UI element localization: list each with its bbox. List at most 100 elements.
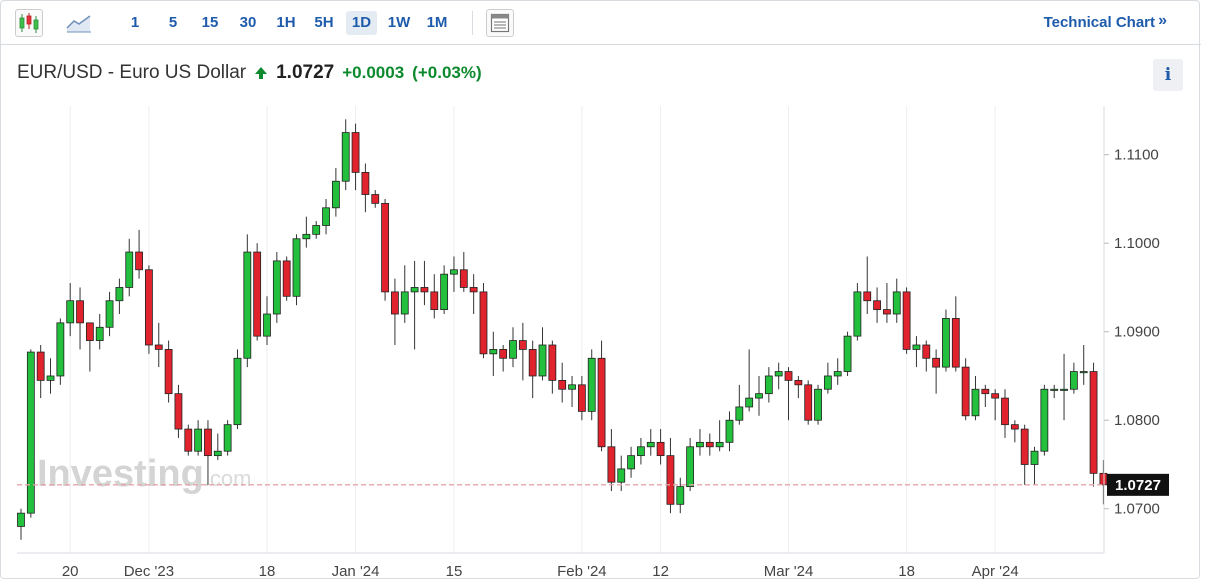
candle xyxy=(243,234,252,368)
candle-body xyxy=(902,291,911,350)
info-icon[interactable]: i xyxy=(1153,59,1183,91)
x-tick-label: 18 xyxy=(898,563,915,579)
candle xyxy=(292,234,301,306)
candle xyxy=(135,229,143,279)
candle xyxy=(371,190,380,208)
candle-body xyxy=(194,428,203,452)
candle xyxy=(351,123,360,191)
candle-body xyxy=(233,357,242,426)
timeframe-1m[interactable]: 1M xyxy=(426,14,448,31)
timeframe-5h[interactable]: 5H xyxy=(314,14,334,31)
instrument-title: EUR/USD - Euro US Dollar xyxy=(17,62,247,83)
candle xyxy=(213,433,222,461)
candle-body xyxy=(36,351,45,381)
candle xyxy=(125,238,134,297)
y-tick-label: 1.0800 xyxy=(1114,412,1160,429)
candle-body xyxy=(17,512,25,527)
candle-body xyxy=(518,340,527,350)
y-tick-label: 1.0900 xyxy=(1114,324,1160,341)
candle-body xyxy=(400,291,409,315)
technical-chart-link[interactable]: Technical Chart xyxy=(1043,14,1155,31)
candle xyxy=(95,314,104,350)
candle-body xyxy=(184,428,193,452)
candle xyxy=(1001,389,1009,438)
timeframe-1w[interactable]: 1W xyxy=(387,14,411,31)
candle xyxy=(705,433,714,456)
candle xyxy=(843,331,852,376)
candle-body xyxy=(204,428,212,457)
candle-body xyxy=(656,441,665,457)
candle-body xyxy=(666,455,675,505)
candle-body xyxy=(56,322,65,377)
candle xyxy=(282,256,291,301)
timeframe-30[interactable]: 30 xyxy=(239,14,257,31)
candle xyxy=(1040,384,1049,456)
timeframe-15[interactable]: 15 xyxy=(201,14,219,31)
candle xyxy=(558,362,567,403)
candle-body xyxy=(568,384,576,390)
candle xyxy=(873,287,881,323)
candle xyxy=(145,265,153,354)
candle xyxy=(735,384,744,425)
candle xyxy=(627,446,635,478)
candle-body xyxy=(331,180,340,209)
candle xyxy=(755,375,763,416)
price-change-percent: (+0.03%) xyxy=(412,63,482,82)
candle xyxy=(617,455,626,492)
candle xyxy=(804,380,813,425)
candle-body xyxy=(420,287,429,293)
candle xyxy=(833,358,842,385)
timeframe-5[interactable]: 5 xyxy=(168,14,178,31)
candle xyxy=(676,477,685,514)
candle-body xyxy=(577,384,586,412)
candle xyxy=(1069,362,1078,394)
candle xyxy=(479,283,488,359)
candle xyxy=(469,274,478,315)
candle-body xyxy=(361,171,370,195)
x-tick-label: 18 xyxy=(259,563,276,579)
candle xyxy=(823,362,832,394)
candle-body xyxy=(676,486,685,505)
candle-body xyxy=(459,269,468,288)
candle-body xyxy=(627,455,635,470)
candle xyxy=(538,327,547,381)
candle xyxy=(883,283,891,323)
candle-body xyxy=(912,344,921,350)
candle xyxy=(1079,344,1088,385)
candle-body xyxy=(1030,450,1039,465)
candle-body xyxy=(646,441,655,448)
candle-body xyxy=(26,351,35,514)
candle-body xyxy=(774,371,783,377)
candle xyxy=(597,340,606,452)
candle xyxy=(263,296,271,345)
area-chart-icon[interactable] xyxy=(65,9,93,37)
candle-body xyxy=(450,269,458,275)
candle-body xyxy=(961,366,970,417)
candle-body xyxy=(174,393,183,430)
candle-body xyxy=(371,194,380,204)
candle-body xyxy=(548,344,557,381)
candle-body xyxy=(951,318,960,368)
layout-icon[interactable] xyxy=(486,9,514,37)
candle-body xyxy=(735,406,744,421)
candle-body xyxy=(1099,472,1108,486)
x-tick-label: 12 xyxy=(652,563,669,579)
candle xyxy=(489,331,498,376)
candlestick-icon[interactable] xyxy=(15,9,43,37)
candle xyxy=(26,349,35,518)
candle-body xyxy=(755,393,763,399)
candle xyxy=(981,384,990,407)
candle xyxy=(577,375,586,421)
candle-body xyxy=(105,300,114,328)
timeframe-1h[interactable]: 1H xyxy=(276,14,296,31)
timeframe-1d[interactable]: 1D xyxy=(346,11,377,35)
candle xyxy=(66,283,75,337)
chevron-right-icon[interactable]: » xyxy=(1158,12,1167,29)
candle xyxy=(892,278,901,323)
candle xyxy=(1020,424,1029,485)
x-tick-label: Feb '24 xyxy=(557,563,607,579)
candle-body xyxy=(1060,388,1068,391)
candle-body xyxy=(705,441,714,448)
timeframe-1[interactable]: 1 xyxy=(130,14,140,31)
